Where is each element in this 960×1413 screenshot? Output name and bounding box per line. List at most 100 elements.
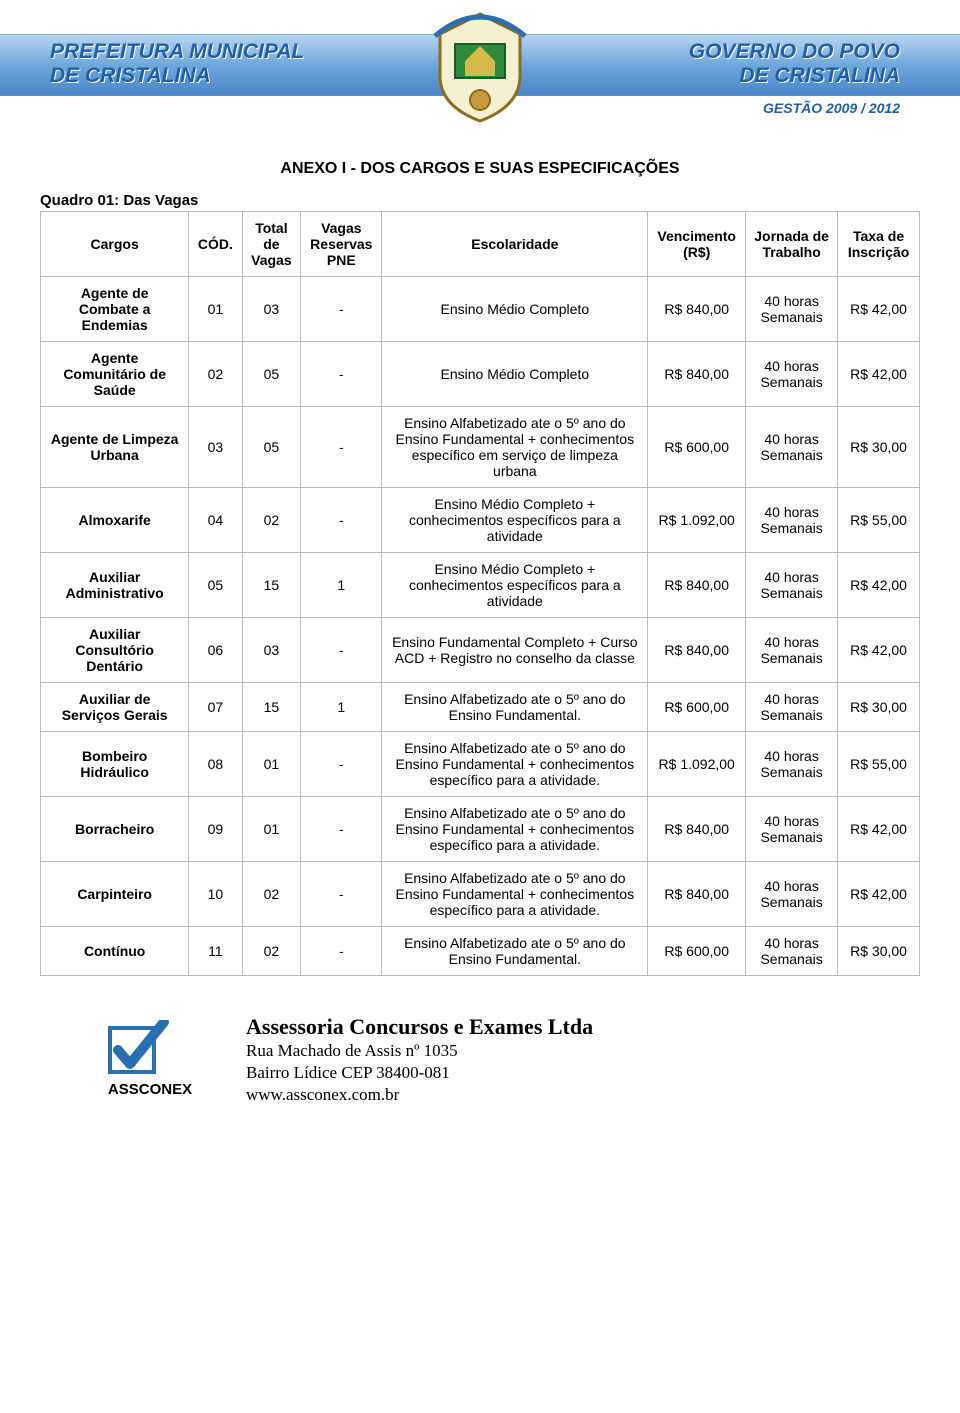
cell-taxa: R$ 55,00 <box>838 488 920 553</box>
cell-cargo: Contínuo <box>41 927 189 976</box>
th-total: Total de Vagas <box>242 212 301 277</box>
cell-reservas: - <box>301 342 382 407</box>
assconex-logo-icon: ASSCONEX <box>90 1020 210 1100</box>
cell-cod: 01 <box>189 277 242 342</box>
footer-text: Assessoria Concursos e Exames Ltda Rua M… <box>246 1014 593 1106</box>
cell-jornada: 40 horas Semanais <box>746 927 838 976</box>
cell-vencimento: R$ 840,00 <box>648 862 746 927</box>
cell-escolaridade: Ensino Médio Completo + conhecimentos es… <box>382 553 648 618</box>
cell-escolaridade: Ensino Alfabetizado ate o 5º ano do Ensi… <box>382 797 648 862</box>
quadro-label: Quadro 01: Das Vagas <box>40 192 920 209</box>
cell-jornada: 40 horas Semanais <box>746 862 838 927</box>
cell-reservas: 1 <box>301 683 382 732</box>
cell-cargo: Almoxarife <box>41 488 189 553</box>
cell-total: 05 <box>242 342 301 407</box>
cell-taxa: R$ 42,00 <box>838 342 920 407</box>
banner-right-line2: DE CRISTALINA <box>689 64 900 88</box>
cell-escolaridade: Ensino Alfabetizado ate o 5º ano do Ensi… <box>382 862 648 927</box>
anexo-title: ANEXO I - DOS CARGOS E SUAS ESPECIFICAÇÕ… <box>40 160 920 178</box>
cell-total: 02 <box>242 488 301 553</box>
cell-escolaridade: Ensino Alfabetizado ate o 5º ano do Ensi… <box>382 732 648 797</box>
cell-vencimento: R$ 600,00 <box>648 683 746 732</box>
th-jornada: Jornada de Trabalho <box>746 212 838 277</box>
table-row: Auxiliar Administrativo05151Ensino Médio… <box>41 553 920 618</box>
cell-cod: 10 <box>189 862 242 927</box>
cell-reservas: - <box>301 927 382 976</box>
cell-cod: 09 <box>189 797 242 862</box>
cell-cod: 05 <box>189 553 242 618</box>
cell-jornada: 40 horas Semanais <box>746 553 838 618</box>
cell-vencimento: R$ 600,00 <box>648 407 746 488</box>
cell-escolaridade: Ensino Alfabetizado ate o 5º ano do Ensi… <box>382 683 648 732</box>
cell-total: 15 <box>242 683 301 732</box>
cell-cargo: Carpinteiro <box>41 862 189 927</box>
cell-cod: 11 <box>189 927 242 976</box>
cell-cod: 07 <box>189 683 242 732</box>
cell-vencimento: R$ 1.092,00 <box>648 732 746 797</box>
cell-cargo: Agente de Limpeza Urbana <box>41 407 189 488</box>
cell-jornada: 40 horas Semanais <box>746 342 838 407</box>
cell-escolaridade: Ensino Fundamental Completo + Curso ACD … <box>382 618 648 683</box>
th-escolaridade: Escolaridade <box>382 212 648 277</box>
cell-escolaridade: Ensino Alfabetizado ate o 5º ano do Ensi… <box>382 407 648 488</box>
cell-cargo: Auxiliar Consultório Dentário <box>41 618 189 683</box>
cell-total: 01 <box>242 797 301 862</box>
cell-total: 03 <box>242 618 301 683</box>
cell-vencimento: R$ 840,00 <box>648 342 746 407</box>
cell-vencimento: R$ 840,00 <box>648 277 746 342</box>
cell-taxa: R$ 42,00 <box>838 862 920 927</box>
svg-text:ASSCONEX: ASSCONEX <box>108 1081 192 1098</box>
cell-taxa: R$ 30,00 <box>838 683 920 732</box>
table-row: Auxiliar Consultório Dentário0603-Ensino… <box>41 618 920 683</box>
banner-left-line1: PREFEITURA MUNICIPAL <box>50 40 304 64</box>
cell-vencimento: R$ 1.092,00 <box>648 488 746 553</box>
gestao-text: GESTÃO 2009 / 2012 <box>763 100 900 116</box>
cell-jornada: 40 horas Semanais <box>746 488 838 553</box>
cell-reservas: - <box>301 732 382 797</box>
cell-cod: 08 <box>189 732 242 797</box>
cell-reservas: - <box>301 488 382 553</box>
cell-cod: 03 <box>189 407 242 488</box>
cell-total: 15 <box>242 553 301 618</box>
cell-reservas: - <box>301 618 382 683</box>
th-vencimento: Vencimento (R$) <box>648 212 746 277</box>
cell-taxa: R$ 30,00 <box>838 927 920 976</box>
banner-left-text: PREFEITURA MUNICIPAL DE CRISTALINA <box>50 40 304 88</box>
table-row: Borracheiro0901-Ensino Alfabetizado ate … <box>41 797 920 862</box>
table-row: Auxiliar de Serviços Gerais07151Ensino A… <box>41 683 920 732</box>
cell-reservas: - <box>301 277 382 342</box>
cell-escolaridade: Ensino Médio Completo + conhecimentos es… <box>382 488 648 553</box>
cell-taxa: R$ 42,00 <box>838 797 920 862</box>
cell-total: 02 <box>242 927 301 976</box>
header-banner: PREFEITURA MUNICIPAL DE CRISTALINA GOVER… <box>0 0 960 130</box>
cell-cod: 06 <box>189 618 242 683</box>
cell-vencimento: R$ 840,00 <box>648 797 746 862</box>
cell-cargo: Auxiliar Administrativo <box>41 553 189 618</box>
vagas-table: Cargos CÓD. Total de Vagas Vagas Reserva… <box>40 211 920 976</box>
cell-jornada: 40 horas Semanais <box>746 277 838 342</box>
cell-cargo: Auxiliar de Serviços Gerais <box>41 683 189 732</box>
cell-total: 02 <box>242 862 301 927</box>
cell-total: 03 <box>242 277 301 342</box>
table-row: Almoxarife0402-Ensino Médio Completo + c… <box>41 488 920 553</box>
table-row: Contínuo1102-Ensino Alfabetizado ate o 5… <box>41 927 920 976</box>
cell-reservas: - <box>301 407 382 488</box>
cell-taxa: R$ 30,00 <box>838 407 920 488</box>
th-cargos: Cargos <box>41 212 189 277</box>
cell-reservas: - <box>301 862 382 927</box>
footer-addr2: Bairro Lídice CEP 38400-081 <box>246 1062 593 1084</box>
cell-taxa: R$ 55,00 <box>838 732 920 797</box>
footer-company: Assessoria Concursos e Exames Ltda <box>246 1014 593 1040</box>
th-cod: CÓD. <box>189 212 242 277</box>
cell-jornada: 40 horas Semanais <box>746 683 838 732</box>
cell-jornada: 40 horas Semanais <box>746 797 838 862</box>
municipal-crest-icon <box>425 6 535 126</box>
table-row: Agente de Combate a Endemias0103-Ensino … <box>41 277 920 342</box>
cell-total: 05 <box>242 407 301 488</box>
cell-vencimento: R$ 600,00 <box>648 927 746 976</box>
cell-cod: 02 <box>189 342 242 407</box>
table-header-row: Cargos CÓD. Total de Vagas Vagas Reserva… <box>41 212 920 277</box>
cell-jornada: 40 horas Semanais <box>746 732 838 797</box>
cell-reservas: - <box>301 797 382 862</box>
cell-cargo: Bombeiro Hidráulico <box>41 732 189 797</box>
